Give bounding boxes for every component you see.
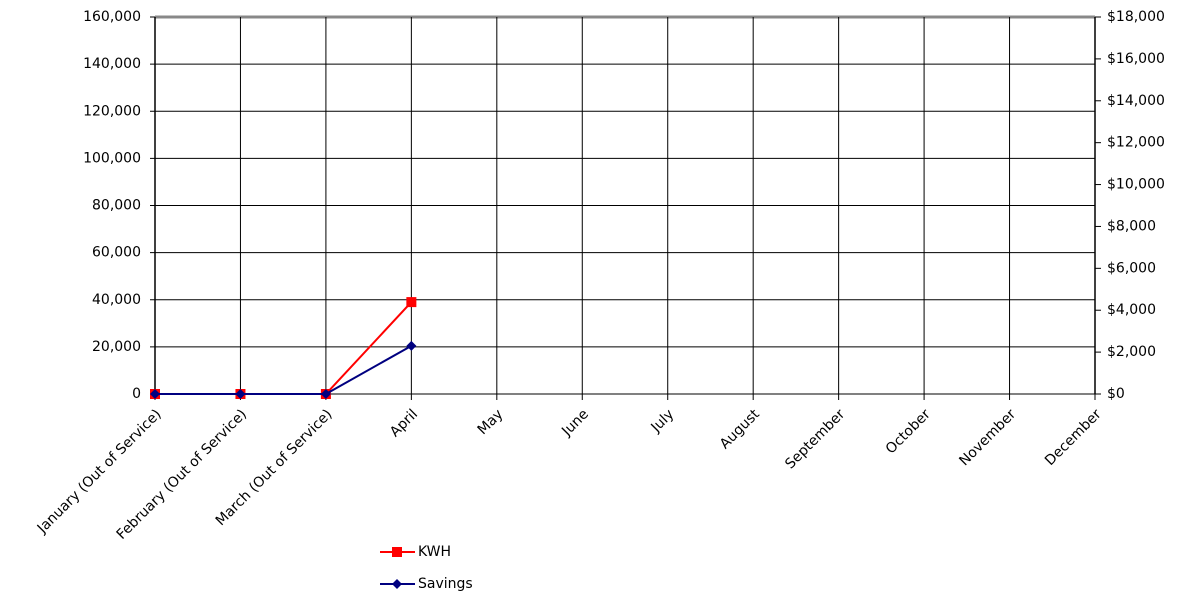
- legend-marker: [392, 579, 402, 589]
- y-tick-label: 140,000: [83, 56, 141, 72]
- data-point: [320, 389, 331, 399]
- x-tick-label: August: [717, 406, 763, 452]
- x-tick-label: November: [956, 406, 1019, 469]
- y2-tick-label: $14,000: [1107, 93, 1165, 109]
- legend-label: Savings: [418, 576, 473, 592]
- legend-marker: [392, 547, 402, 557]
- data-point: [235, 389, 246, 399]
- x-tick-label: April: [387, 406, 421, 440]
- x-tick-label: December: [1042, 406, 1105, 469]
- y2-tick-label: $0: [1107, 386, 1125, 402]
- y2-tick-label: $2,000: [1107, 344, 1156, 360]
- y2-tick-label: $6,000: [1107, 260, 1156, 276]
- legend-label: KWH: [418, 544, 451, 560]
- y2-tick-label: $8,000: [1107, 218, 1156, 234]
- y-tick-label: 0: [132, 386, 141, 402]
- y2-tick-label: $16,000: [1107, 51, 1165, 67]
- y-tick-label: 100,000: [83, 150, 141, 166]
- y-tick-label: 20,000: [92, 339, 141, 355]
- data-point: [406, 340, 417, 351]
- y2-tick-label: $12,000: [1107, 135, 1165, 151]
- x-tick-label: June: [558, 406, 592, 440]
- x-tick-label: July: [648, 406, 678, 436]
- data-point: [150, 389, 160, 399]
- y-tick-label: 40,000: [92, 292, 141, 308]
- y-tick-label: 80,000: [92, 198, 141, 214]
- y2-tick-label: $10,000: [1107, 177, 1165, 193]
- series-line: [155, 301, 413, 395]
- x-tick-label: May: [475, 406, 507, 438]
- y2-tick-label: $18,000: [1107, 9, 1165, 25]
- data-point: [406, 297, 417, 308]
- x-tick-label: October: [883, 406, 934, 457]
- series-line: [155, 344, 412, 395]
- y2-tick-label: $4,000: [1107, 302, 1156, 318]
- y-tick-label: 120,000: [83, 103, 141, 119]
- y-tick-label: 60,000: [92, 245, 141, 261]
- x-tick-label: September: [782, 406, 848, 472]
- y-tick-label: 160,000: [83, 9, 141, 25]
